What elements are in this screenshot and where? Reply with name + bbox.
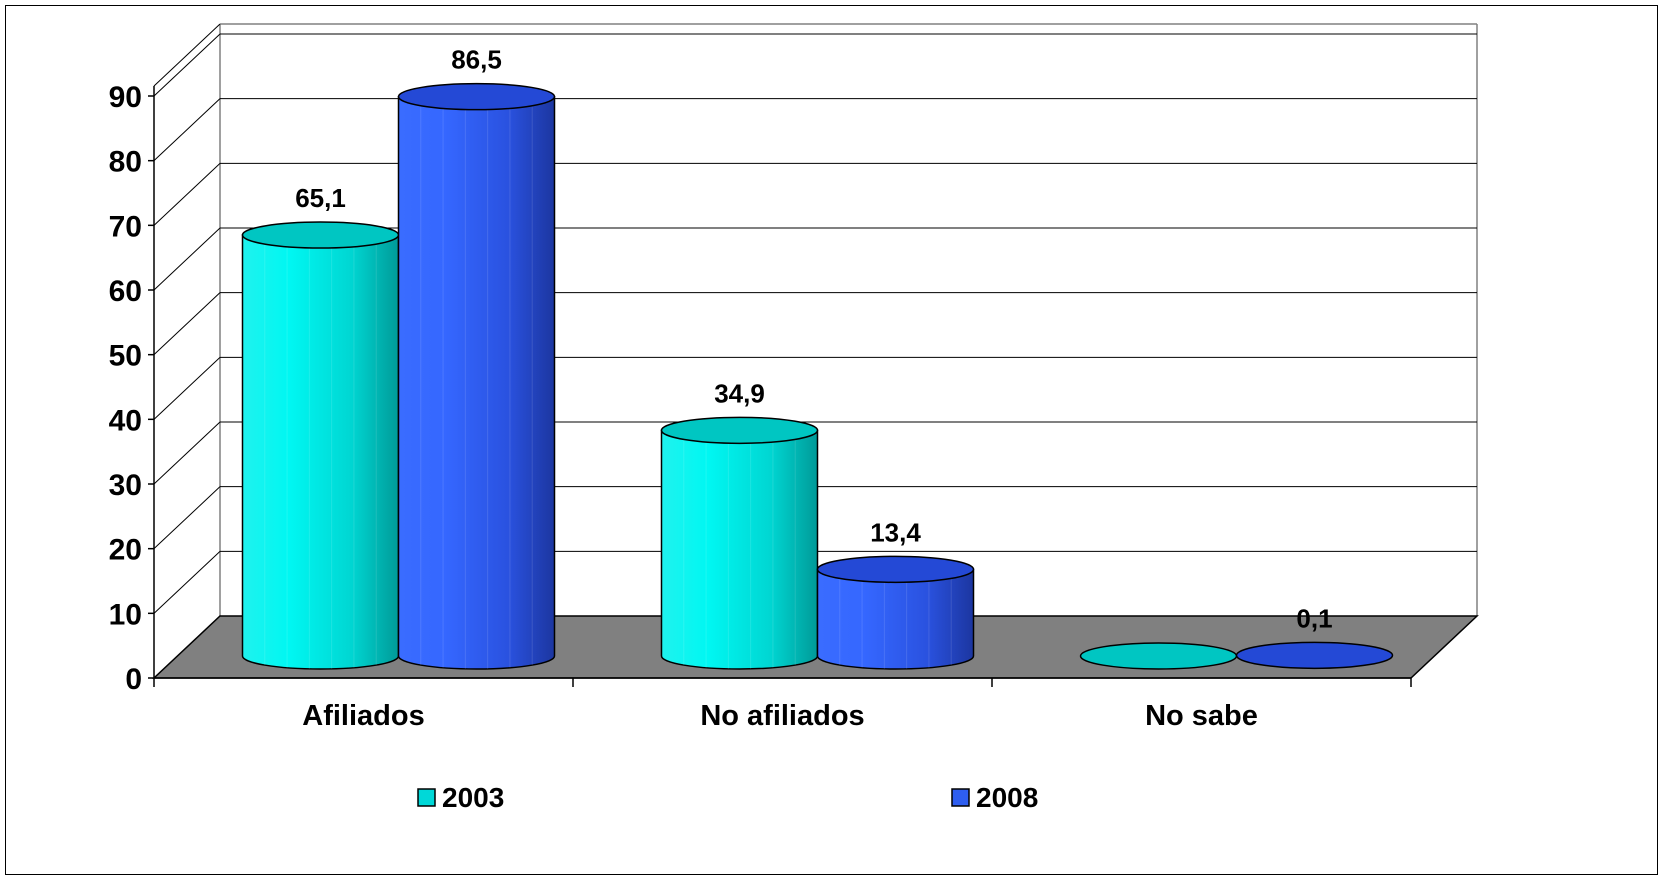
- y-tick-label: 0: [125, 663, 142, 696]
- y-axis: 0 10 20 30 40 50 60 70 80 90: [109, 81, 155, 696]
- data-labels: 65,1 86,5 34,9 13,4 0,1: [295, 45, 1332, 634]
- y-tick-label: 40: [109, 404, 142, 437]
- y-tick-label: 20: [109, 534, 142, 567]
- legend-label: 2003: [442, 782, 504, 813]
- data-label: 0,1: [1296, 603, 1332, 633]
- legend-swatch: [951, 788, 970, 807]
- x-tick-label: Afiliados: [302, 700, 424, 732]
- y-tick-label: 60: [109, 275, 142, 308]
- cylinder-body: [660, 429, 819, 670]
- cylinder-top: [816, 555, 975, 584]
- legend-item-2008: 2008: [951, 782, 1038, 813]
- y-tick-label: 50: [109, 340, 142, 373]
- side-gridline: [153, 292, 221, 356]
- x-tick-label: No afiliados: [700, 700, 864, 732]
- legend-item-2003: 2003: [417, 782, 504, 813]
- side-gridline: [153, 162, 221, 226]
- side-gridline: [153, 98, 221, 162]
- cylinder-top: [660, 416, 819, 445]
- y-tick-label: 90: [109, 81, 142, 114]
- cylinder-top: [1235, 641, 1394, 670]
- side-gridline: [153, 227, 221, 291]
- x-axis: Afiliados No afiliados No sabe: [153, 677, 1412, 732]
- cylinder-top: [397, 82, 556, 111]
- side-gridline: [153, 421, 221, 485]
- bar-2003-no-afiliados: [660, 416, 819, 670]
- side-gridline: [153, 33, 221, 97]
- y-tick-label: 10: [109, 598, 142, 631]
- bar-2003-no-sabe: [1079, 642, 1238, 670]
- data-label: 13,4: [870, 517, 921, 547]
- y-tick-label: 70: [109, 210, 142, 243]
- x-tick-label: No sabe: [1145, 700, 1258, 732]
- bar-2008-no-sabe: [1235, 641, 1394, 670]
- data-label: 65,1: [295, 183, 346, 213]
- bar-2008-no-afiliados: [816, 555, 975, 670]
- chart-frame: 0 10 20 30 40 50 60 70 80 90 65,1 86,5 34,9 13,4 0,1 …: [5, 5, 1658, 875]
- cylinder-body: [241, 234, 400, 670]
- data-label: 86,5: [451, 45, 502, 75]
- cylinder-body: [816, 568, 975, 670]
- cylinder-body: [397, 95, 556, 670]
- bar-2003-afiliados: [241, 221, 400, 670]
- cylinder-top: [241, 221, 400, 249]
- cylinder-top: [1079, 642, 1238, 670]
- side-gridline: [153, 486, 221, 550]
- legend-swatch: [417, 788, 436, 807]
- legend-label: 2008: [976, 782, 1038, 813]
- bars: [241, 82, 1394, 670]
- data-label: 34,9: [714, 378, 765, 408]
- side-gridline: [153, 550, 221, 614]
- side-wall-top-edge: [153, 23, 221, 87]
- y-tick-label: 80: [109, 146, 142, 179]
- bar-2008-afiliados: [397, 82, 556, 670]
- side-gridline: [153, 356, 221, 420]
- legend: 2003 2008: [417, 782, 1038, 813]
- y-tick-label: 30: [109, 469, 142, 502]
